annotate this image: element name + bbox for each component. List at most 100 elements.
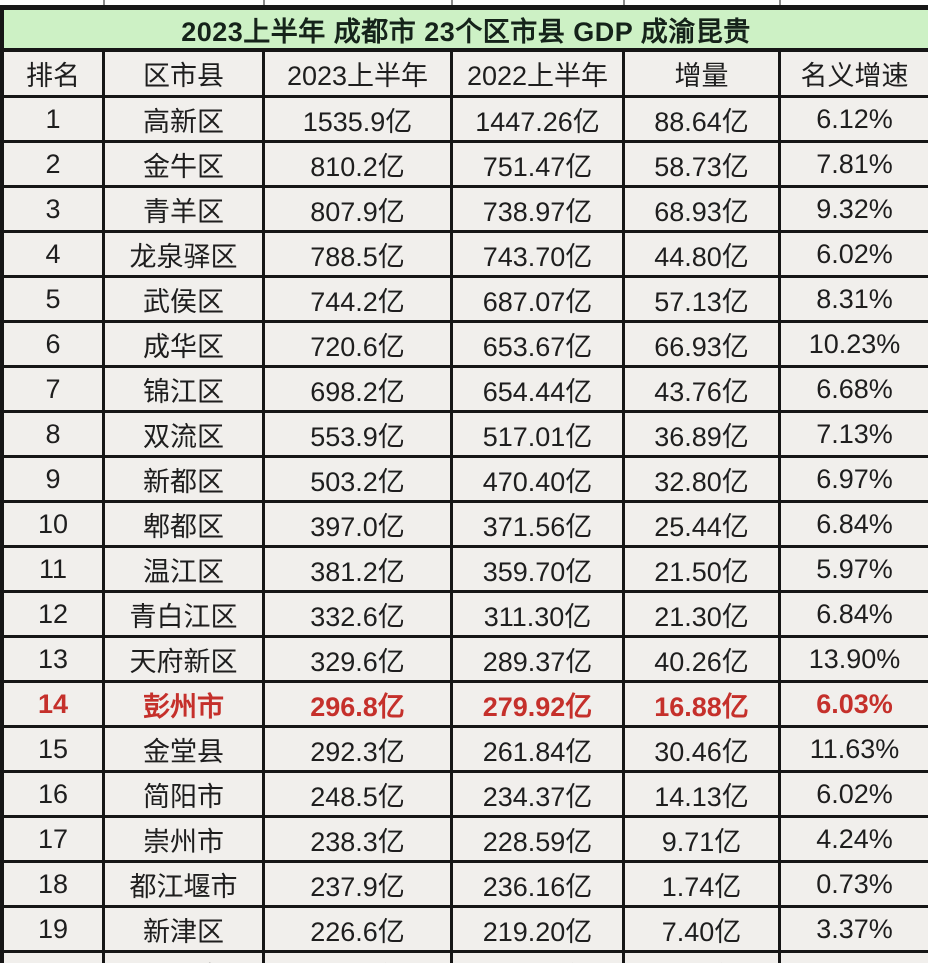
cell-district: 青羊区 xyxy=(105,188,265,230)
cell-gdp-2022: 743.70亿 xyxy=(453,233,625,275)
cell-rank: 18 xyxy=(4,863,105,905)
cell-rank: 3 xyxy=(4,188,105,230)
cell-increment: 25.44亿 xyxy=(625,503,781,545)
cropped-row-strip xyxy=(0,0,928,5)
cell-district: 崇州市 xyxy=(105,818,265,860)
cell-gdp-2022: 738.97亿 xyxy=(453,188,625,230)
cell-gdp-2022: 236.16亿 xyxy=(453,863,625,905)
cell-increment: 1.74亿 xyxy=(625,863,781,905)
cell-district: 金堂县 xyxy=(105,728,265,770)
cell-district: 龙泉驿区 xyxy=(105,233,265,275)
cell-growth: 10.23% xyxy=(808,328,901,359)
cell-district: 金牛区 xyxy=(105,143,265,185)
cell-gdp-2023: 248.5亿 xyxy=(265,773,453,815)
cell-rank: 19 xyxy=(4,908,105,950)
cell-gdp-2023: 296.8亿 xyxy=(265,683,453,725)
cell-rank: 16 xyxy=(4,773,105,815)
cell-growth: 6.97% xyxy=(816,463,893,494)
cell-rank: 5 xyxy=(4,278,105,320)
cell-rank: 4 xyxy=(4,233,105,275)
table-row: 17 崇州市 238.3亿 228.59亿 9.71亿 4.24% xyxy=(4,818,928,863)
table-row: 15 金堂县 292.3亿 261.84亿 30.46亿 11.63% xyxy=(4,728,928,773)
cell-district: 成华区 xyxy=(105,323,265,365)
cell-gdp-2022: 234.37亿 xyxy=(453,773,625,815)
cell-growth: 3.45% xyxy=(781,953,928,963)
cell-increment: 43.76亿 xyxy=(625,368,781,410)
cell-gdp-2023: 744.2亿 xyxy=(265,278,453,320)
cell-increment: 40.26亿 xyxy=(625,638,781,680)
cell-increment: 14.13亿 xyxy=(625,773,781,815)
cell-district: 青白江区 xyxy=(105,593,265,635)
header-gdp-2022: 2022上半年 xyxy=(453,52,625,95)
cell-increment: 21.50亿 xyxy=(625,548,781,590)
cell-gdp-2023: 332.6亿 xyxy=(265,593,453,635)
cell-gdp-2022: 654.44亿 xyxy=(453,368,625,410)
cell-gdp-2022: 311.30亿 xyxy=(453,593,625,635)
cell-increment: 7.40亿 xyxy=(625,908,781,950)
cell-growth: 6.68% xyxy=(816,373,893,404)
cell-gdp-2023: 807.9亿 xyxy=(265,188,453,230)
cell-growth: 6.03% xyxy=(816,688,893,719)
cell-gdp-2022: 261.84亿 xyxy=(453,728,625,770)
table-row: 1 高新区 1535.9亿 1447.26亿 88.64亿 6.12% xyxy=(4,98,928,143)
cell-growth: 9.32% xyxy=(816,193,893,224)
cell-district: 新都区 xyxy=(105,458,265,500)
cell-gdp-2022: 517.01亿 xyxy=(453,413,625,455)
cell-growth: 6.12% xyxy=(816,103,893,134)
cell-gdp-2022: 687.07亿 xyxy=(453,278,625,320)
cell-district: 都江堰市 xyxy=(105,863,265,905)
table-body: 1 高新区 1535.9亿 1447.26亿 88.64亿 6.12% 2 金牛区 810.2亿… xyxy=(4,98,928,963)
cell-district: 武侯区 xyxy=(105,278,265,320)
table-row: 7 锦江区 698.2亿 654.44亿 43.76亿 6.68% xyxy=(4,368,928,413)
cell-gdp-2022: 653.67亿 xyxy=(453,323,625,365)
cell-increment: 44.80亿 xyxy=(625,233,781,275)
cell-district: 新津区 xyxy=(105,908,265,950)
cell-gdp-2023: 292.3亿 xyxy=(265,728,453,770)
cell-district: 彭州市 xyxy=(105,683,265,725)
cell-gdp-2023: 503.2亿 xyxy=(265,458,453,500)
cell-gdp-2023: 237.9亿 xyxy=(265,863,453,905)
cell-increment: 32.80亿 xyxy=(625,458,781,500)
table-header-row: 排名 区市县 2023上半年 2022上半年 增量 名义增速 xyxy=(4,52,928,98)
cell-gdp-2022: 751.47亿 xyxy=(453,143,625,185)
cell-gdp-2023: 190.2亿 xyxy=(265,953,453,963)
cell-gdp-2023: 381.2亿 xyxy=(265,548,453,590)
cell-rank: 11 xyxy=(4,548,105,590)
cell-increment: 9.71亿 xyxy=(625,818,781,860)
cell-gdp-2023: 553.9亿 xyxy=(265,413,453,455)
cell-increment: 16.88亿 xyxy=(625,683,781,725)
header-district: 区市县 xyxy=(105,52,265,95)
cropped-column-line xyxy=(451,0,453,5)
cell-rank: 10 xyxy=(4,503,105,545)
header-rank: 排名 xyxy=(4,52,105,95)
cell-gdp-2022: 228.59亿 xyxy=(453,818,625,860)
cell-rank: 15 xyxy=(4,728,105,770)
cell-increment: 6.36亿 xyxy=(625,953,781,963)
cell-growth: 0.73% xyxy=(816,868,893,899)
cell-gdp-2023: 329.6亿 xyxy=(265,638,453,680)
table-row: 20邛崃市190.2亿183.84亿6.36亿3.45% xyxy=(4,953,928,963)
table-row: 8 双流区 553.9亿 517.01亿 36.89亿 7.13% xyxy=(4,413,928,458)
cell-gdp-2023: 720.6亿 xyxy=(265,323,453,365)
cell-district: 简阳市 xyxy=(105,773,265,815)
cell-district: 双流区 xyxy=(105,413,265,455)
cell-gdp-2022: 371.56亿 xyxy=(453,503,625,545)
cell-gdp-2023: 226.6亿 xyxy=(265,908,453,950)
cell-gdp-2022: 289.37亿 xyxy=(453,638,625,680)
table-row: 11 温江区 381.2亿 359.70亿 21.50亿 5.97% xyxy=(4,548,928,593)
cell-increment: 58.73亿 xyxy=(625,143,781,185)
table-row: 13 天府新区 329.6亿 289.37亿 40.26亿 13.90% xyxy=(4,638,928,683)
table-row: 9 新都区 503.2亿 470.40亿 32.80亿 6.97% xyxy=(4,458,928,503)
table-row: 10 郫都区 397.0亿 371.56亿 25.44亿 6.84% xyxy=(4,503,928,548)
cell-rank: 20 xyxy=(4,953,105,963)
cropped-column-line xyxy=(263,0,265,5)
cell-growth: 7.13% xyxy=(816,418,893,449)
cell-district: 天府新区 xyxy=(105,638,265,680)
cell-district: 高新区 xyxy=(105,98,265,140)
cell-district: 锦江区 xyxy=(105,368,265,410)
table-title-bar: 2023上半年 成都市 23个区市县 GDP 成渝昆贵 xyxy=(4,10,928,52)
cell-rank: 13 xyxy=(4,638,105,680)
table-row: 2 金牛区 810.2亿 751.47亿 58.73亿 7.81% xyxy=(4,143,928,188)
table-row: 3 青羊区 807.9亿 738.97亿 68.93亿 9.32% xyxy=(4,188,928,233)
